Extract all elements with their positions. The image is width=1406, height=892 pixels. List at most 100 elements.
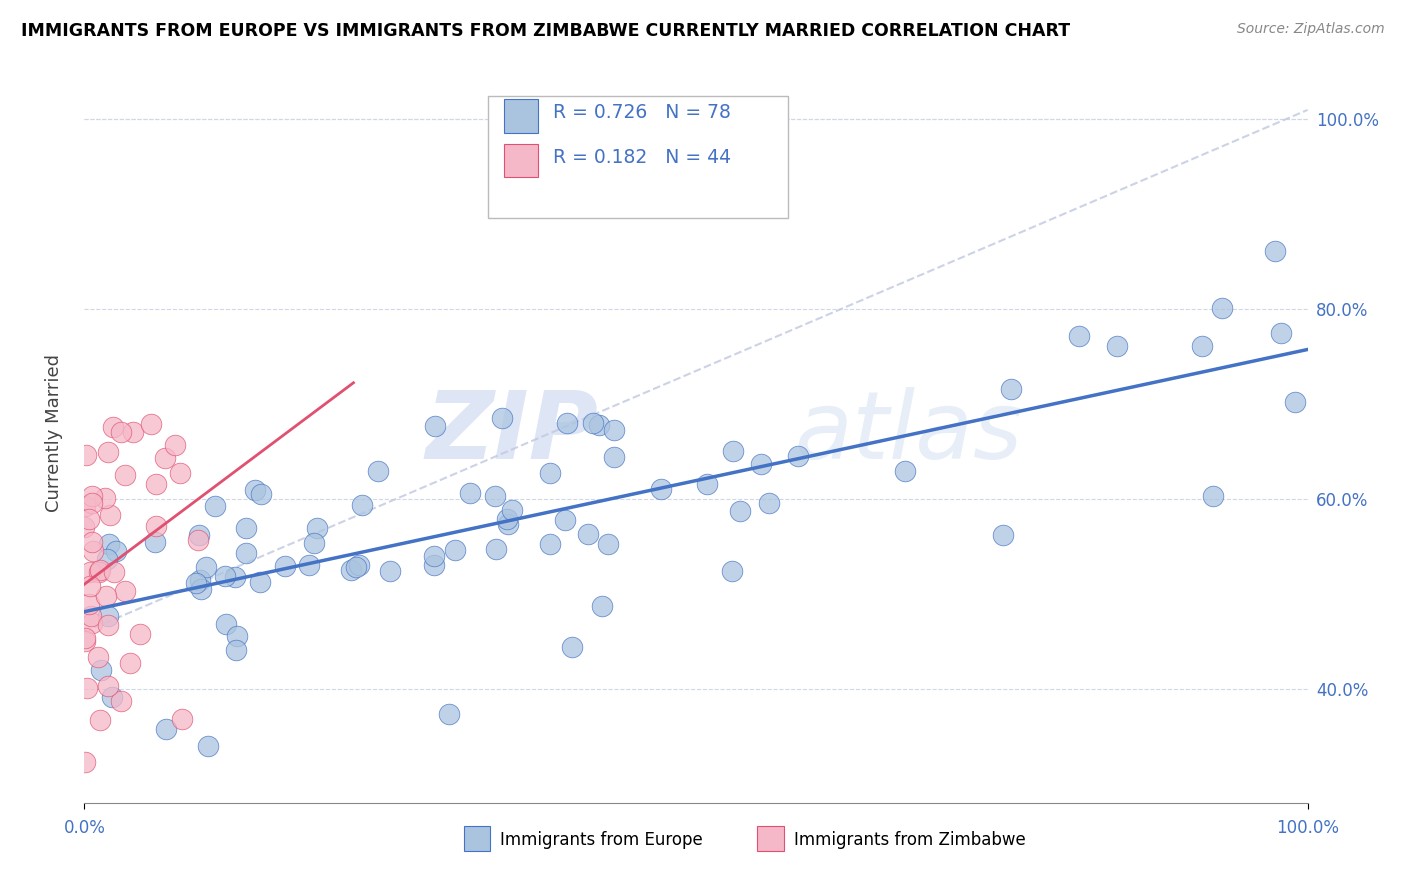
- Point: [97, 680, 120, 694]
- Point: [204, 499, 226, 513]
- Point: [110, 694, 132, 708]
- Point: [98, 537, 121, 551]
- Point: [94, 590, 117, 604]
- Point: [79, 565, 101, 579]
- Point: [98, 508, 121, 523]
- Point: [155, 722, 177, 736]
- Point: [73, 519, 96, 533]
- Point: [485, 541, 508, 556]
- Point: [172, 711, 194, 725]
- Point: [1211, 301, 1233, 316]
- Point: [596, 537, 619, 551]
- Point: [188, 573, 211, 587]
- Point: [1000, 383, 1022, 397]
- Point: [340, 563, 363, 577]
- Point: [165, 438, 187, 452]
- Point: [749, 457, 772, 471]
- Point: [128, 627, 150, 641]
- Point: [187, 527, 209, 541]
- Bar: [503, 100, 538, 133]
- Text: IMMIGRANTS FROM EUROPE VS IMMIGRANTS FROM ZIMBABWE CURRENTLY MARRIED CORRELATION: IMMIGRANTS FROM EUROPE VS IMMIGRANTS FRO…: [21, 22, 1070, 40]
- Text: Source: ZipAtlas.com: Source: ZipAtlas.com: [1237, 22, 1385, 37]
- Point: [110, 425, 132, 439]
- Point: [458, 486, 481, 500]
- Point: [576, 527, 599, 541]
- Point: [101, 690, 124, 704]
- Point: [73, 633, 96, 648]
- Point: [93, 491, 115, 506]
- Point: [250, 487, 273, 501]
- Point: [77, 512, 100, 526]
- Point: [538, 466, 561, 480]
- Text: ZIP: ZIP: [425, 386, 598, 479]
- Point: [443, 542, 465, 557]
- Point: [97, 618, 120, 632]
- Point: [89, 713, 111, 727]
- Point: [73, 500, 96, 514]
- Point: [720, 564, 742, 578]
- Point: [145, 518, 167, 533]
- Point: [496, 517, 519, 532]
- Point: [501, 503, 523, 517]
- Point: [991, 528, 1014, 542]
- Point: [190, 582, 212, 596]
- Point: [787, 449, 810, 463]
- Point: [425, 418, 447, 433]
- Point: [1270, 326, 1292, 340]
- Point: [344, 560, 367, 574]
- Y-axis label: Currently Married: Currently Married: [45, 353, 63, 512]
- Point: [1191, 339, 1213, 353]
- Point: [122, 425, 145, 440]
- Point: [484, 489, 506, 503]
- Point: [118, 656, 141, 670]
- Point: [298, 558, 321, 573]
- Point: [143, 534, 166, 549]
- Point: [114, 583, 136, 598]
- Text: Immigrants from Zimbabwe: Immigrants from Zimbabwe: [794, 830, 1025, 849]
- Text: atlas: atlas: [794, 387, 1022, 478]
- Text: Immigrants from Europe: Immigrants from Europe: [501, 830, 703, 849]
- Point: [1067, 329, 1090, 343]
- Point: [169, 466, 191, 480]
- Point: [591, 599, 613, 613]
- Point: [114, 467, 136, 482]
- Point: [721, 443, 744, 458]
- Point: [75, 631, 97, 645]
- Point: [894, 465, 917, 479]
- Point: [603, 450, 626, 465]
- Point: [77, 597, 100, 611]
- Point: [235, 546, 257, 560]
- Text: R = 0.182   N = 44: R = 0.182 N = 44: [553, 148, 731, 167]
- Point: [79, 579, 101, 593]
- Point: [554, 513, 576, 527]
- Bar: [464, 827, 491, 851]
- Point: [588, 418, 610, 433]
- Point: [1201, 489, 1223, 503]
- Point: [728, 504, 751, 518]
- Point: [224, 570, 246, 584]
- Point: [80, 615, 103, 630]
- Point: [495, 512, 517, 526]
- Point: [423, 558, 446, 573]
- Point: [378, 564, 401, 578]
- Point: [215, 617, 238, 632]
- Point: [235, 521, 257, 535]
- Point: [96, 551, 118, 566]
- Point: [758, 496, 780, 510]
- Point: [187, 533, 209, 547]
- Point: [194, 559, 217, 574]
- Point: [75, 448, 97, 462]
- Point: [555, 416, 578, 430]
- Point: [603, 423, 626, 437]
- Point: [103, 566, 125, 580]
- Point: [538, 536, 561, 550]
- Point: [90, 664, 112, 678]
- Point: [80, 489, 103, 503]
- Point: [274, 558, 297, 573]
- Point: [350, 498, 373, 512]
- Point: [347, 558, 370, 572]
- Point: [1263, 244, 1285, 259]
- Point: [491, 411, 513, 425]
- Point: [1284, 394, 1306, 409]
- Point: [243, 483, 266, 498]
